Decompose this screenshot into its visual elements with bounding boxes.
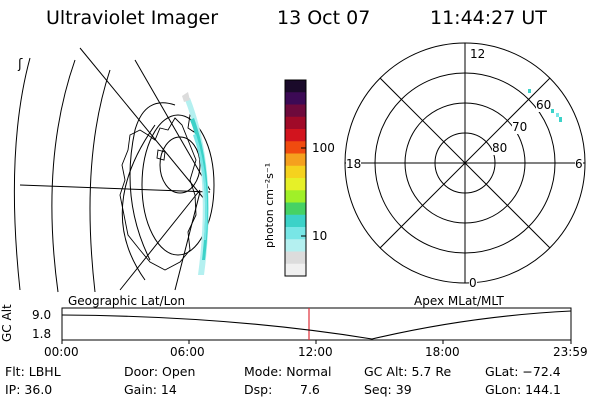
polar-emission bbox=[528, 89, 562, 122]
y-axis-label: GC Alt bbox=[0, 304, 14, 342]
dsp-value: 7.6 bbox=[300, 382, 320, 397]
corner-glyph: ʃ bbox=[18, 57, 23, 72]
color-bar-segment bbox=[285, 227, 306, 240]
geo-panel-label: Geographic Lat/Lon bbox=[68, 294, 186, 308]
x-tick-label: 23:59 bbox=[553, 345, 588, 359]
geo-grid-line bbox=[13, 57, 31, 291]
x-tick-label: 00:00 bbox=[44, 345, 79, 359]
geo-grid-line bbox=[51, 59, 76, 293]
color-bar-tick-label: 10 bbox=[312, 229, 328, 243]
color-bar-segment bbox=[285, 141, 306, 155]
mlat-label-60: 60 bbox=[536, 98, 552, 112]
geo-grid-line bbox=[19, 184, 211, 193]
mlt-label-0: 0 bbox=[469, 276, 477, 290]
instrument-title: Ultraviolet Imager bbox=[46, 7, 219, 29]
time-label: 11:44:27 UT bbox=[430, 7, 547, 29]
x-tick-label: 12:00 bbox=[298, 345, 333, 359]
date-label: 13 Oct 07 bbox=[277, 7, 371, 29]
color-bar-segment bbox=[285, 178, 306, 191]
x-tick-label: 18:00 bbox=[425, 345, 460, 359]
door-info: Door: Open bbox=[124, 364, 196, 379]
color-bar-segment bbox=[285, 214, 306, 228]
color-bar-segment bbox=[285, 165, 306, 179]
geo-grid-line bbox=[89, 69, 111, 293]
mode-info: Mode: Normal bbox=[244, 364, 332, 379]
color-bar-segment bbox=[285, 116, 306, 130]
mlt-label-12: 12 bbox=[470, 47, 486, 61]
color-bar-segment bbox=[285, 153, 306, 167]
ip-info: IP: 36.0 bbox=[5, 382, 53, 397]
dsp-label: Dsp: bbox=[244, 382, 273, 397]
color-bar-segment bbox=[285, 129, 306, 142]
color-bar-segment bbox=[285, 80, 306, 93]
geo-grid-line bbox=[159, 136, 201, 194]
color-bar-segment bbox=[285, 190, 306, 204]
y-tick-label: 1.8 bbox=[32, 327, 52, 341]
geo-grid-line bbox=[79, 47, 206, 201]
mlt-label-6: 6 bbox=[575, 157, 583, 171]
geo-grid-line bbox=[129, 102, 176, 261]
mlat-label-80: 80 bbox=[492, 141, 508, 155]
color-bar-segment bbox=[285, 263, 306, 277]
coastline bbox=[156, 149, 166, 161]
geo-grid-line bbox=[134, 59, 211, 191]
polar-panel-label: Apex MLat/MLT bbox=[414, 294, 504, 308]
color-bar-segment bbox=[285, 104, 306, 118]
mlat-label-70: 70 bbox=[512, 120, 528, 134]
gain-info: Gain: 14 bbox=[124, 382, 177, 397]
aurora-emission bbox=[182, 92, 209, 275]
color-bar-segment bbox=[285, 251, 306, 265]
gc-alt-info: GC Alt: 5.7 Re bbox=[364, 364, 452, 379]
y-tick-label: 9.0 bbox=[32, 308, 52, 322]
color-bar-segment bbox=[285, 239, 306, 253]
color-bar-tick-label: 100 bbox=[312, 141, 335, 155]
mlt-label-18: 18 bbox=[346, 157, 362, 171]
glat-info: GLat: −72.4 bbox=[485, 364, 561, 379]
geo-grid-line bbox=[141, 114, 215, 256]
color-bar-segment bbox=[285, 202, 306, 216]
seq-info: Seq: 39 bbox=[364, 382, 412, 397]
polar-axis bbox=[379, 77, 551, 249]
x-tick-label: 06:00 bbox=[170, 345, 205, 359]
coastline bbox=[119, 117, 197, 271]
orbit-altitude-curve bbox=[61, 310, 572, 340]
color-bar-segment bbox=[285, 92, 306, 106]
filter-info: Flt: LBHL bbox=[5, 364, 61, 379]
geo-grid-line bbox=[119, 189, 201, 291]
glon-info: GLon: 144.1 bbox=[485, 382, 561, 397]
